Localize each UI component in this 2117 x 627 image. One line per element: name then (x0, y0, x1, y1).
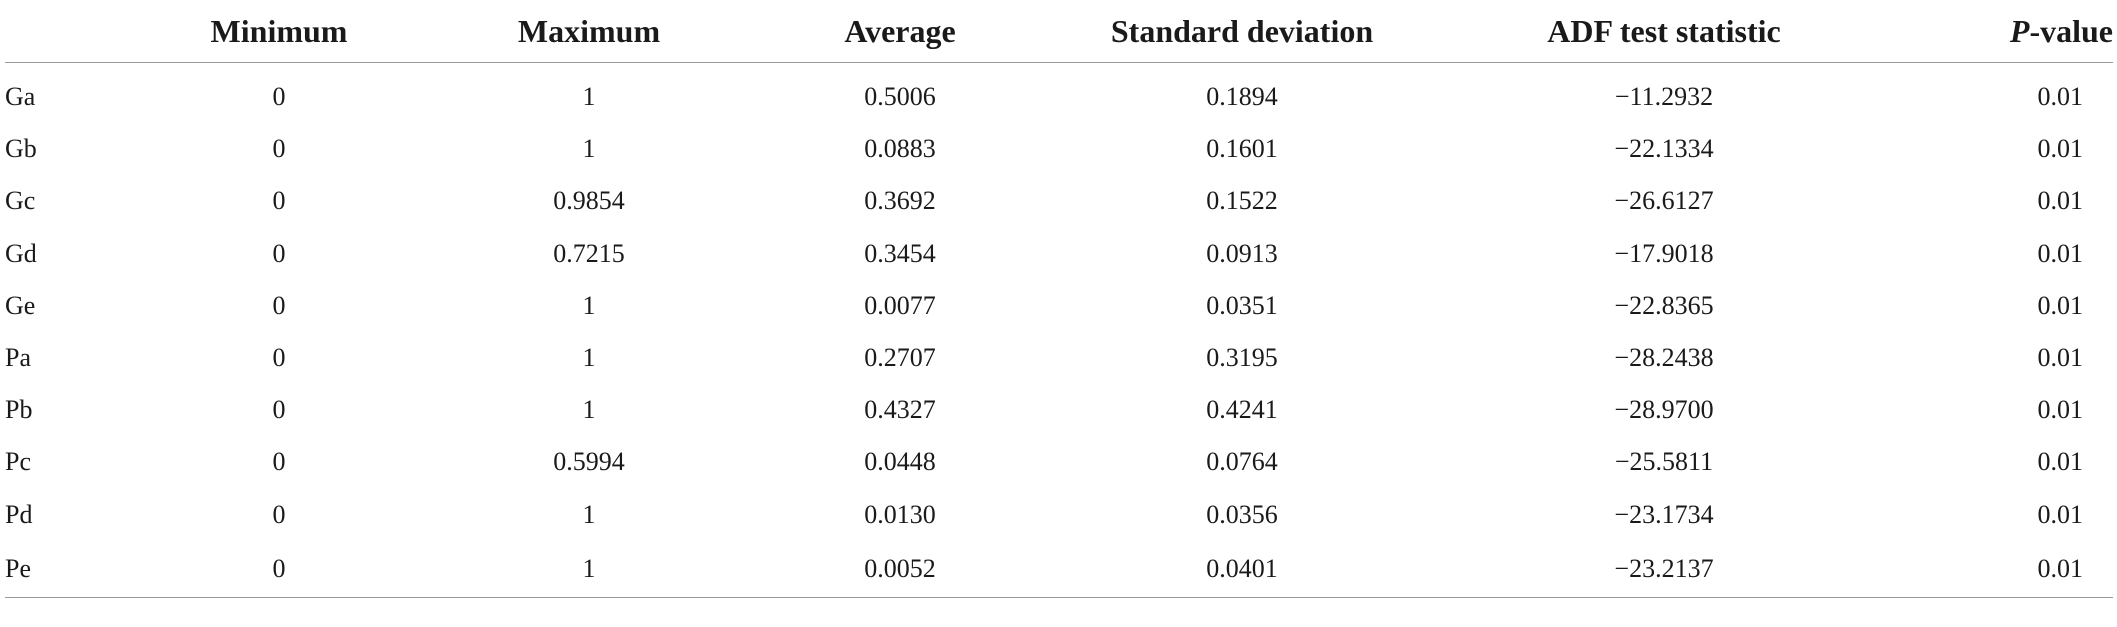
cell-p-value: 0.01 (2037, 447, 2084, 477)
cell-p-value: 0.01 (2037, 499, 2084, 529)
cell-p-value: 0.01 (2037, 290, 2084, 320)
cell-maximum: 1 (582, 290, 596, 320)
row-label: Pa (5, 343, 31, 373)
cell-minimum: 0 (272, 290, 286, 320)
header-row-label (5, 0, 129, 63)
cell-p-value: 0.01 (1895, 540, 2113, 598)
cell-average: 0.3692 (864, 186, 936, 216)
table-row: Ga 0 1 0.5006 0.1894 −11.2932 0.01 (5, 63, 2113, 124)
cell-average: 0.0883 (864, 134, 936, 164)
cell-adf-test-statistic: −11.2932 (1614, 82, 1714, 112)
cell-p-value: 0.01 (2037, 134, 2084, 164)
cell-maximum: 1 (582, 499, 596, 529)
cell-p-value: 0.01 (2037, 238, 2084, 268)
cell-maximum: 1 (429, 540, 749, 598)
row-label: Ga (5, 82, 36, 112)
table-row: Pd 0 1 0.0130 0.0356 −23.1734 0.01 (5, 489, 2113, 541)
header-standard-deviation: Standard deviation (1051, 0, 1433, 63)
cell-minimum: 0 (272, 499, 286, 529)
row-label: Ge (5, 290, 36, 320)
table-body: Ga 0 1 0.5006 0.1894 −11.2932 0.01 Gb 0 … (5, 63, 2113, 598)
cell-adf-test-statistic: −22.1334 (1614, 134, 1714, 164)
cell-standard-deviation: 0.1894 (1206, 82, 1278, 112)
cell-average: 0.3454 (864, 238, 936, 268)
cell-standard-deviation: 0.0913 (1206, 238, 1278, 268)
header-adf-test-statistic: ADF test statistic (1433, 0, 1895, 63)
cell-standard-deviation: 0.3195 (1206, 343, 1278, 373)
cell-minimum: 0 (272, 186, 286, 216)
table-header: Minimum Maximum Average Standard deviati… (5, 0, 2113, 63)
cell-adf-test-statistic: −23.1734 (1614, 499, 1714, 529)
row-label: Pb (5, 395, 33, 425)
cell-adf-test-statistic: −22.8365 (1614, 290, 1714, 320)
cell-minimum: 0 (272, 82, 286, 112)
row-label: Pc (5, 447, 31, 477)
cell-average: 0.2707 (864, 343, 936, 373)
header-p-value-suffix: -value (2029, 12, 2113, 49)
cell-adf-test-statistic: −28.2438 (1614, 343, 1714, 373)
cell-standard-deviation: 0.4241 (1206, 395, 1278, 425)
cell-average: 0.4327 (864, 395, 936, 425)
cell-standard-deviation: 0.0764 (1206, 447, 1278, 477)
cell-maximum: 0.7215 (553, 238, 625, 268)
cell-minimum: 0 (272, 238, 286, 268)
cell-average: 0.0448 (864, 447, 936, 477)
cell-adf-test-statistic: −28.9700 (1614, 395, 1714, 425)
cell-adf-test-statistic: −17.9018 (1614, 238, 1714, 268)
cell-average: 0.0052 (749, 540, 1051, 598)
header-maximum: Maximum (429, 0, 749, 63)
cell-minimum: 0 (272, 395, 286, 425)
table-row: Gb 0 1 0.0883 0.1601 −22.1334 0.01 (5, 123, 2113, 175)
row-label: Gb (5, 134, 37, 164)
table-row: Gd 0 0.7215 0.3454 0.0913 −17.9018 0.01 (5, 228, 2113, 280)
header-p-value-italic: P (2009, 12, 2030, 49)
header-average: Average (749, 0, 1051, 63)
cell-adf-test-statistic: −23.2137 (1433, 540, 1895, 598)
cell-adf-test-statistic: −25.5811 (1614, 447, 1714, 477)
cell-standard-deviation: 0.1522 (1206, 186, 1278, 216)
cell-standard-deviation: 0.0356 (1206, 499, 1278, 529)
cell-minimum: 0 (129, 540, 429, 598)
cell-average: 0.0130 (864, 499, 936, 529)
row-label: Pd (5, 499, 33, 529)
cell-maximum: 0.9854 (553, 186, 625, 216)
table-row: Gc 0 0.9854 0.3692 0.1522 −26.6127 0.01 (5, 175, 2113, 227)
cell-minimum: 0 (272, 134, 286, 164)
cell-maximum: 1 (582, 343, 596, 373)
cell-minimum: 0 (272, 343, 286, 373)
cell-standard-deviation: 0.0351 (1206, 290, 1278, 320)
cell-maximum: 1 (582, 82, 596, 112)
table-row: Pb 0 1 0.4327 0.4241 −28.9700 0.01 (5, 384, 2113, 436)
cell-average: 0.5006 (864, 82, 936, 112)
row-label: Pe (5, 540, 129, 598)
header-p-value: P-value (1895, 0, 2113, 63)
cell-adf-test-statistic: −26.6127 (1614, 186, 1714, 216)
cell-p-value: 0.01 (2037, 343, 2084, 373)
cell-maximum: 1 (582, 395, 596, 425)
header-minimum: Minimum (129, 0, 429, 63)
cell-p-value: 0.01 (2037, 186, 2084, 216)
cell-p-value: 0.01 (2037, 82, 2084, 112)
row-label: Gc (5, 186, 36, 216)
cell-minimum: 0 (272, 447, 286, 477)
row-label: Gd (5, 238, 37, 268)
cell-standard-deviation: 0.0401 (1051, 540, 1433, 598)
cell-average: 0.0077 (864, 290, 936, 320)
table-row: Pa 0 1 0.2707 0.3195 −28.2438 0.01 (5, 332, 2113, 384)
table-row: Pc 0 0.5994 0.0448 0.0764 −25.5811 0.01 (5, 436, 2113, 488)
table-row: Ge 0 1 0.0077 0.0351 −22.8365 0.01 (5, 280, 2113, 332)
cell-p-value: 0.01 (2037, 395, 2084, 425)
cell-standard-deviation: 0.1601 (1206, 134, 1278, 164)
descriptive-statistics-table: Minimum Maximum Average Standard deviati… (5, 0, 2113, 598)
cell-maximum: 1 (582, 134, 596, 164)
table-row: Pe 0 1 0.0052 0.0401 −23.2137 0.01 (5, 540, 2113, 598)
cell-maximum: 0.5994 (553, 447, 625, 477)
header-row: Minimum Maximum Average Standard deviati… (5, 0, 2113, 63)
